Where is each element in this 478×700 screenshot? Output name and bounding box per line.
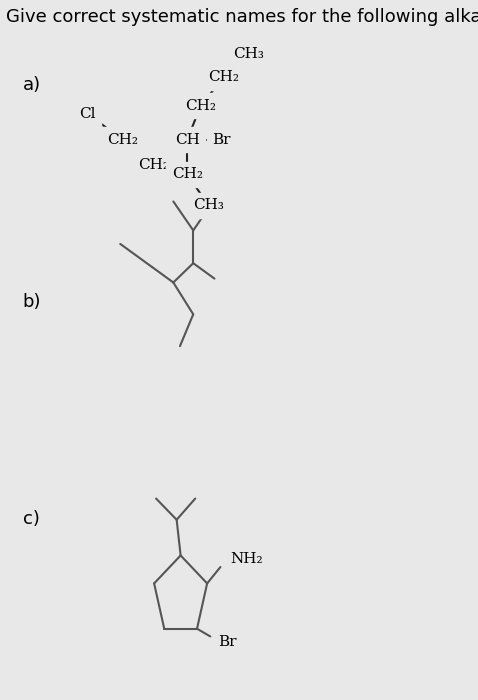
Text: CH₃: CH₃ (193, 198, 224, 212)
Text: CH₂: CH₂ (172, 167, 203, 181)
Text: a): a) (22, 76, 41, 94)
Text: CH₂: CH₂ (139, 158, 170, 172)
Text: CH₃: CH₃ (233, 47, 264, 61)
Text: Br: Br (213, 133, 231, 147)
Text: b): b) (22, 293, 41, 311)
Text: CH₂: CH₂ (208, 70, 239, 84)
Text: Give correct systematic names for the following alkanes: Give correct systematic names for the fo… (6, 8, 478, 26)
Text: Br: Br (218, 635, 237, 649)
Text: NH₂: NH₂ (230, 552, 263, 566)
Text: CH: CH (175, 133, 200, 147)
Text: c): c) (22, 510, 40, 528)
Text: Cl: Cl (79, 106, 96, 120)
Text: CH₂: CH₂ (185, 99, 216, 113)
Text: CH₂: CH₂ (107, 133, 138, 147)
